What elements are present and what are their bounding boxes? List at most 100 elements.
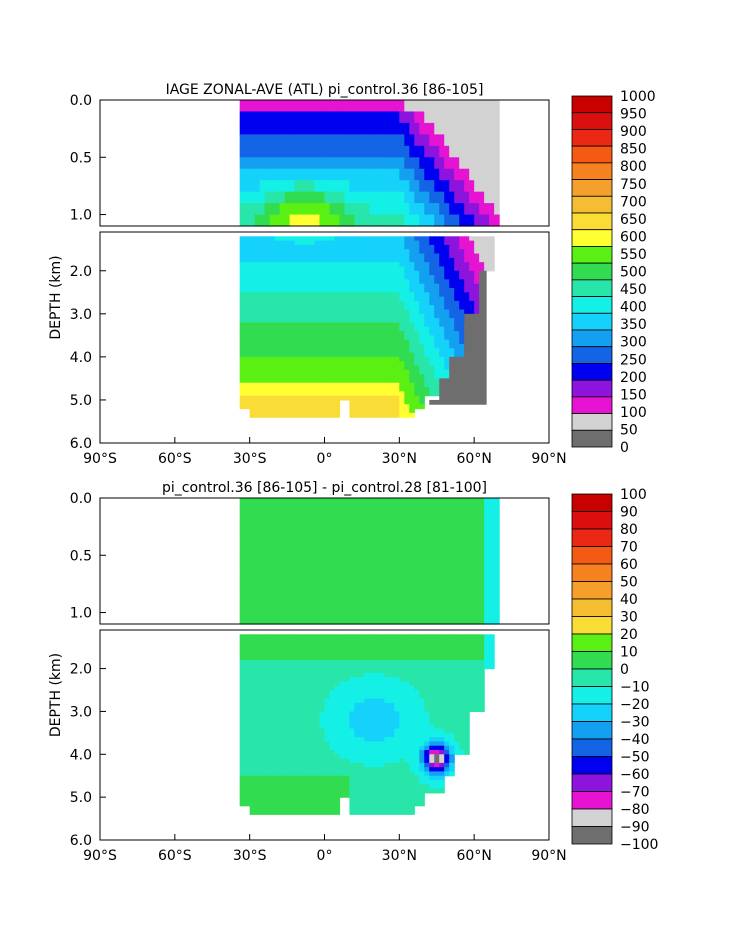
field-cell (479, 520, 485, 533)
field-cell (244, 236, 251, 242)
field-cell (429, 532, 435, 545)
field-cell (294, 655, 301, 661)
field-cell (394, 724, 400, 730)
field-cell (249, 283, 256, 289)
field-cell (389, 724, 395, 730)
field-cell (439, 134, 445, 147)
field-cell (409, 532, 415, 545)
field-cell (379, 275, 385, 280)
field-cell (369, 702, 375, 708)
field-cell (414, 191, 420, 204)
field-cell (459, 707, 465, 713)
field-cell (344, 335, 351, 341)
field-cell (279, 668, 286, 674)
field-cell (299, 805, 306, 811)
field-cell (344, 249, 351, 255)
field-cell (364, 797, 370, 803)
field-cell (389, 771, 395, 777)
field-cell (429, 775, 435, 781)
field-cell (334, 300, 341, 306)
field-cell (244, 750, 251, 755)
field-cell (364, 387, 370, 392)
field-cell (279, 578, 286, 591)
field-cell (284, 711, 291, 717)
field-cell (289, 399, 296, 405)
field-cell (279, 767, 286, 773)
field-cell (239, 715, 246, 721)
field-cell (429, 300, 435, 306)
field-cell (429, 191, 435, 204)
field-cell (379, 681, 385, 687)
field-cell (304, 122, 311, 135)
field-cell (254, 168, 261, 181)
field-cell (324, 305, 331, 311)
field-cell (244, 257, 251, 263)
field-cell (354, 664, 361, 670)
field-cell (269, 292, 276, 298)
field-cell (369, 391, 375, 397)
field-cell (384, 262, 390, 268)
field-cell (269, 180, 276, 193)
field-cell (294, 788, 301, 794)
field-cell (359, 698, 366, 704)
field-cell (429, 668, 435, 674)
field-cell (334, 532, 341, 545)
field-cell (419, 694, 425, 700)
field-cell (414, 361, 420, 367)
field-cell (264, 180, 271, 193)
field-cell (424, 745, 430, 751)
field-cell (299, 191, 306, 204)
field-cell (384, 771, 390, 777)
field-cell (404, 638, 410, 644)
field-cell (244, 191, 251, 204)
field-cell (364, 754, 370, 760)
field-cell (434, 767, 440, 773)
field-cell (244, 762, 251, 768)
field-cell (394, 737, 400, 743)
field-cell (279, 391, 286, 397)
field-cell (239, 797, 246, 803)
field-cell (414, 668, 420, 674)
field-cell (404, 100, 410, 113)
field-cell (379, 244, 385, 250)
field-cell (494, 134, 500, 147)
field-cell (409, 732, 415, 738)
field-cell (244, 634, 251, 640)
field-cell (369, 578, 375, 591)
field-cell (294, 660, 301, 665)
field-cell (339, 300, 346, 306)
field-cell (449, 651, 455, 657)
field-cell (354, 634, 361, 640)
field-cell (379, 797, 385, 803)
field-cell (269, 685, 276, 691)
field-cell (424, 715, 430, 721)
field-cell (409, 262, 415, 268)
field-cell (324, 100, 331, 113)
field-cell (474, 589, 480, 602)
field-cell (344, 236, 351, 242)
field-cell (409, 236, 415, 242)
field-cell (264, 677, 271, 683)
field-cell (284, 275, 291, 280)
field-cell (374, 369, 380, 375)
field-cell (349, 707, 356, 713)
field-cell (334, 348, 341, 354)
field-cell (419, 651, 425, 657)
field-cell (289, 322, 296, 328)
field-cell (399, 382, 405, 388)
field-cell (469, 566, 475, 579)
field-cell (454, 651, 460, 657)
field-cell (404, 309, 410, 315)
field-cell (249, 326, 256, 332)
field-cell (239, 498, 246, 511)
field-cell (364, 157, 370, 170)
field-cell (349, 698, 356, 704)
field-cell (459, 498, 465, 511)
field-cell (259, 724, 266, 730)
field-cell (304, 681, 311, 687)
field-cell (284, 331, 291, 336)
field-cell (409, 305, 415, 311)
field-cell (284, 681, 291, 687)
field-cell (269, 287, 276, 293)
field-cell (454, 309, 460, 315)
